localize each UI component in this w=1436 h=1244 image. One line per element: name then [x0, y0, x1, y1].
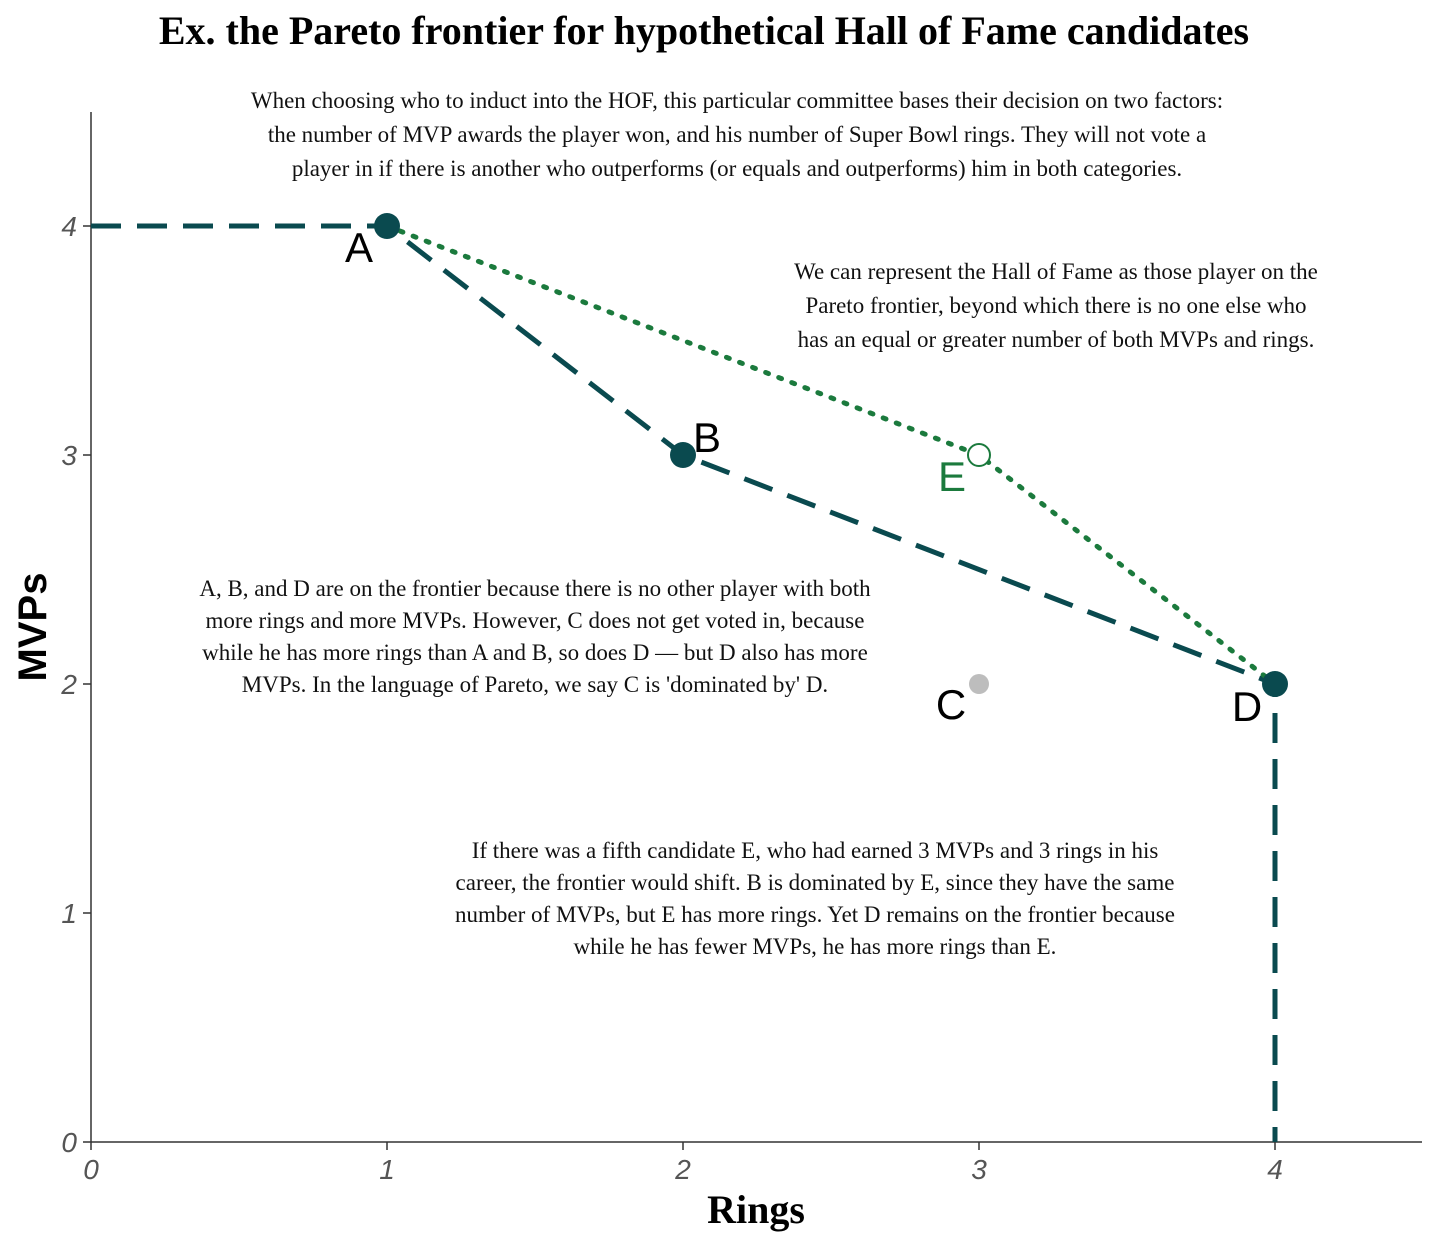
- x-tick-label: 1: [379, 1154, 395, 1185]
- x-axis-title: Rings: [707, 1187, 805, 1232]
- point-a: [374, 213, 400, 239]
- point-label-d: D: [1232, 683, 1262, 730]
- annotation-line: has an equal or greater number of both M…: [798, 327, 1315, 352]
- annotation-line: career, the frontier would shift. B is d…: [456, 870, 1175, 895]
- annotation-line: We can represent the Hall of Fame as tho…: [794, 259, 1318, 284]
- y-tick-label: 0: [61, 1127, 77, 1158]
- annotation-line: MVPs. In the language of Pareto, we say …: [242, 672, 828, 697]
- chart-title: Ex. the Pareto frontier for hypothetical…: [159, 8, 1249, 53]
- y-tick-label: 3: [61, 440, 77, 471]
- point-b: [670, 442, 696, 468]
- y-axis-title: MVPs: [11, 573, 55, 682]
- annotation-line: number of MVPs, but E has more rings. Ye…: [455, 902, 1175, 927]
- y-tick-label: 4: [61, 211, 77, 242]
- y-tick-label: 2: [60, 669, 77, 700]
- point-c: [969, 674, 989, 694]
- annotation-line: A, B, and D are on the frontier because …: [199, 576, 871, 601]
- point-label-e: E: [938, 453, 966, 500]
- x-tick-label: 2: [674, 1154, 691, 1185]
- x-tick-label: 4: [1267, 1154, 1283, 1185]
- x-tick-label: 3: [971, 1154, 987, 1185]
- point-e: [967, 443, 991, 467]
- point-label-b: B: [693, 414, 721, 461]
- axis-ticks: 0 1 2 3 4 0 1 2 3 4: [60, 211, 1282, 1185]
- annotation-line: while he has more rings than A and B, so…: [202, 640, 868, 665]
- annotation-line: more rings and more MVPs. However, C doe…: [206, 608, 865, 633]
- annotation-line: the number of MVP awards the player won,…: [268, 122, 1206, 147]
- annotation-line: player in if there is another who outper…: [292, 156, 1182, 181]
- point-label-c: C: [936, 681, 966, 728]
- annotation-line: If there was a fifth candidate E, who ha…: [472, 838, 1159, 863]
- y-tick-label: 1: [61, 898, 77, 929]
- point-d: [1262, 671, 1288, 697]
- annotation-line: while he has fewer MVPs, he has more rin…: [574, 934, 1057, 959]
- point-label-a: A: [345, 224, 373, 271]
- annotations: When choosing who to induct into the HOF…: [199, 88, 1318, 959]
- x-tick-label: 0: [83, 1154, 99, 1185]
- annotation-line: When choosing who to induct into the HOF…: [251, 88, 1223, 113]
- annotation-line: Pareto frontier, beyond which there is n…: [805, 293, 1306, 318]
- data-points: A B C D E: [345, 213, 1288, 730]
